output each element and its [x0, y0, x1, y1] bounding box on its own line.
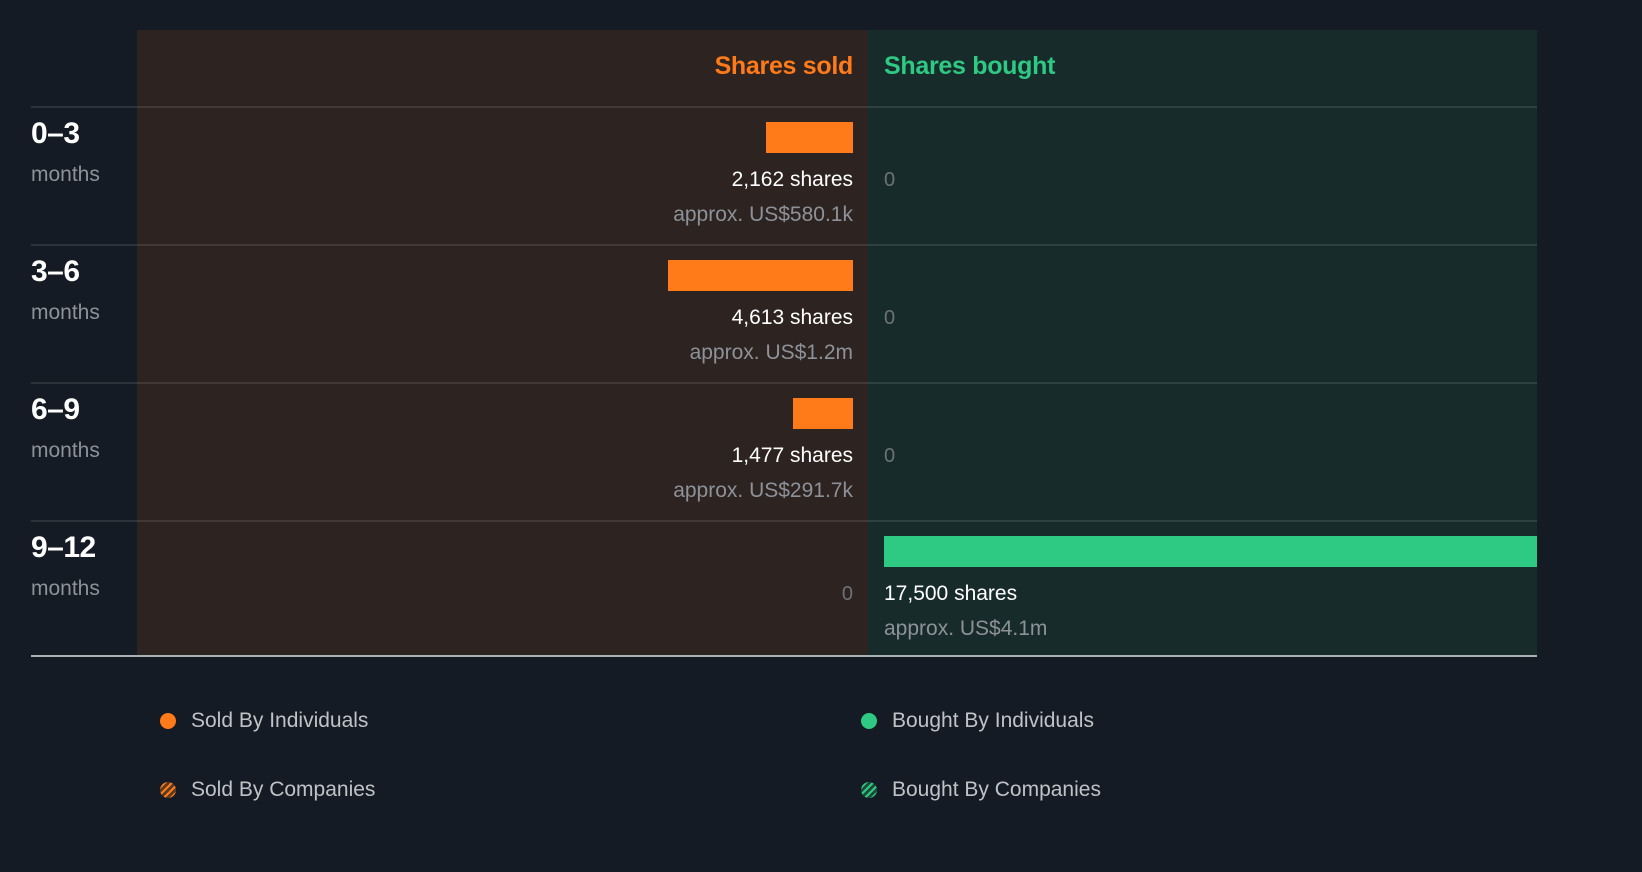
- bought-zero-value: 0: [884, 307, 896, 329]
- period-row-6-9: 6–9 months 1,477 shares approx. US$291.7…: [0, 383, 1642, 520]
- period-row-9-12: 9–12 months 0 17,500 shares approx. US$4…: [0, 521, 1642, 658]
- period-label: 6–9: [31, 393, 80, 426]
- legend-sold-by-companies[interactable]: Sold By Companies: [160, 778, 375, 802]
- row-divider: [31, 382, 1537, 384]
- row-divider: [31, 244, 1537, 246]
- period-unit: months: [31, 163, 100, 186]
- legend-label: Sold By Individuals: [191, 709, 369, 732]
- period-row-0-3: 0–3 months 2,162 shares approx. US$580.1…: [0, 107, 1642, 244]
- solid-orange-dot-icon: [160, 713, 176, 729]
- bought-bar[interactable]: [884, 536, 1537, 567]
- bought-shares-value: 17,500 shares: [884, 582, 1018, 605]
- period-unit: months: [31, 439, 100, 462]
- bought-zero-value: 0: [884, 169, 896, 191]
- shares-sold-panel: [137, 30, 868, 657]
- sold-approx-value: approx. US$580.1k: [673, 203, 853, 226]
- legend-label: Bought By Individuals: [892, 709, 1094, 732]
- sold-approx-value: approx. US$291.7k: [673, 479, 853, 502]
- legend-bought-by-companies[interactable]: Bought By Companies: [861, 778, 1101, 802]
- row-divider: [31, 520, 1537, 522]
- striped-green-dot-icon: [861, 782, 877, 798]
- sold-bar[interactable]: [766, 122, 853, 153]
- legend-label: Bought By Companies: [892, 778, 1101, 801]
- solid-green-dot-icon: [861, 713, 877, 729]
- sold-zero-value: 0: [841, 583, 853, 605]
- legend-sold-by-individuals[interactable]: Sold By Individuals: [160, 709, 368, 733]
- sold-bar[interactable]: [793, 398, 853, 429]
- legend-bought-by-individuals[interactable]: Bought By Individuals: [861, 709, 1094, 733]
- chart-baseline: [31, 655, 1537, 657]
- period-label: 3–6: [31, 255, 80, 288]
- period-unit: months: [31, 577, 100, 600]
- shares-sold-header: Shares sold: [714, 52, 854, 80]
- period-row-3-6: 3–6 months 4,613 shares approx. US$1.2m …: [0, 245, 1642, 382]
- period-label: 9–12: [31, 531, 96, 564]
- sold-shares-value: 1,477 shares: [731, 444, 853, 467]
- period-label: 0–3: [31, 117, 80, 150]
- period-unit: months: [31, 301, 100, 324]
- striped-orange-dot-icon: [160, 782, 176, 798]
- shares-bought-header: Shares bought: [884, 52, 1056, 80]
- sold-bar[interactable]: [668, 260, 853, 291]
- sold-shares-value: 2,162 shares: [731, 168, 853, 191]
- bought-approx-value: approx. US$4.1m: [884, 617, 1048, 640]
- row-divider: [31, 106, 1537, 108]
- sold-shares-value: 4,613 shares: [731, 306, 853, 329]
- bought-zero-value: 0: [884, 445, 896, 467]
- legend-label: Sold By Companies: [191, 778, 376, 801]
- sold-approx-value: approx. US$1.2m: [689, 341, 853, 364]
